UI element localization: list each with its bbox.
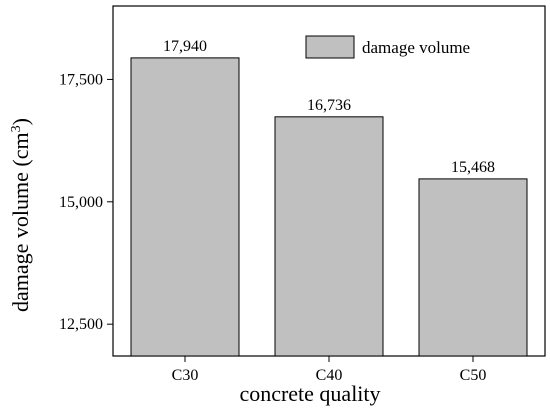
bar-c40 <box>274 116 384 357</box>
bars-group: 17,940 16,736 15,468 <box>130 38 528 357</box>
data-label-c50: 15,468 <box>451 159 495 176</box>
y-tick-label-12500: 12,500 <box>59 316 103 333</box>
x-axis-title: concrete quality <box>239 381 380 406</box>
legend-label: damage volume <box>362 38 470 57</box>
x-tick-label-c30: C30 <box>172 367 199 384</box>
bar-c50 <box>418 178 528 357</box>
y-tick-label-17500: 17,500 <box>59 71 103 88</box>
legend-swatch <box>305 35 355 59</box>
bar-c30 <box>130 57 240 357</box>
legend: damage volume <box>305 35 470 59</box>
y-tick-label-15000: 15,000 <box>59 194 103 211</box>
x-tick-label-c40: C40 <box>316 367 343 384</box>
data-label-c40: 16,736 <box>307 97 351 114</box>
x-tick-label-c50: C50 <box>460 367 487 384</box>
data-label-c30: 17,940 <box>163 38 207 55</box>
y-axis-title: damage volume (cm3) <box>8 118 33 312</box>
